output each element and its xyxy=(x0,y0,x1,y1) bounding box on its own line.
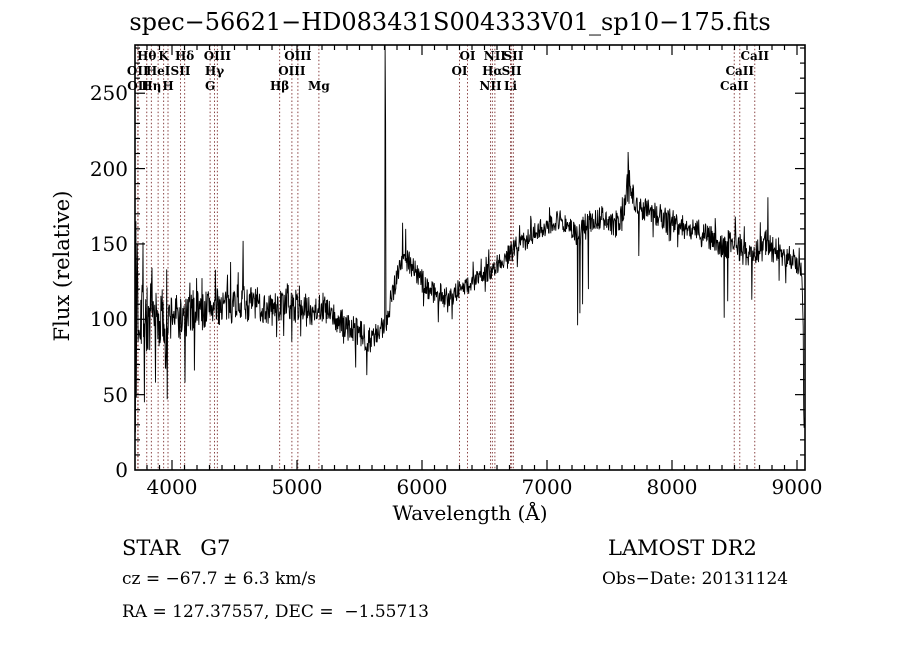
spectral-line-label: OIII xyxy=(203,49,232,63)
cz-text: cz = −67.7 ± 6.3 km/s xyxy=(122,569,316,589)
spectral-line-label: NII xyxy=(479,79,502,93)
x-tick-label: 7000 xyxy=(521,475,573,499)
spectral-line-label: Hα xyxy=(482,64,503,78)
spectral-line-label: H xyxy=(162,79,174,93)
spectral-line-label: Hθ xyxy=(137,49,157,63)
spectral-line-label: Hδ xyxy=(174,49,195,63)
spectral-line-label: OII xyxy=(126,64,149,78)
spectral-line-label: OI xyxy=(459,49,476,63)
y-tick-label: 50 xyxy=(102,382,128,407)
spectral-line-label: OIII xyxy=(278,64,306,78)
plot-frame xyxy=(134,44,806,471)
spectral-line-label: K xyxy=(158,49,169,63)
spectral-line-label: G xyxy=(205,79,216,93)
spectral-line-label: OIII xyxy=(284,49,312,63)
spectral-line-label: OII xyxy=(127,79,149,93)
spectral-line-label: CaII xyxy=(740,49,770,63)
x-tick-label: 6000 xyxy=(396,475,448,499)
spectral-line-label: Hγ xyxy=(204,64,225,78)
spectral-line-label: NII xyxy=(483,49,506,63)
x-tick-label: 8000 xyxy=(646,475,698,499)
y-tick-label: 0 xyxy=(115,458,128,482)
object-class-text: STAR G7 xyxy=(122,536,231,560)
x-axis-label: Wavelength (Å) xyxy=(392,501,548,525)
y-tick-label: 100 xyxy=(89,307,128,332)
radec-text: RA = 127.37557, DEC = −1.55713 xyxy=(122,602,429,622)
spectral-line-label: SII xyxy=(503,49,524,63)
spectral-line-label: CaII xyxy=(719,79,749,93)
spectral-line-label: OI xyxy=(451,64,468,78)
spectral-line-label: SII xyxy=(170,64,191,78)
spectral-line-label: SII xyxy=(501,64,522,78)
page-title: spec−56621−HD083431S004333V01_sp10−175.f… xyxy=(129,8,771,36)
spectral-line-label: HeI xyxy=(145,64,171,78)
x-tick-label: 5000 xyxy=(271,475,323,499)
x-tick-label: 4000 xyxy=(146,475,198,499)
spectral-line-label: Hβ xyxy=(269,79,290,93)
obs-date-text: Obs−Date: 20131124 xyxy=(602,569,789,589)
y-tick-label: 200 xyxy=(89,156,128,181)
survey-text: LAMOST DR2 xyxy=(608,536,757,560)
spectral-line-label: Li xyxy=(504,79,517,93)
spectral-line-label: CaII xyxy=(725,64,755,78)
spectral-line-label: Hη xyxy=(141,79,162,93)
spectral-line-label: Mg xyxy=(308,79,330,93)
y-tick-label: 250 xyxy=(89,81,128,106)
x-tick-label: 9000 xyxy=(771,475,823,499)
spectrum-trace xyxy=(134,44,806,433)
y-tick-label: 150 xyxy=(89,231,128,256)
